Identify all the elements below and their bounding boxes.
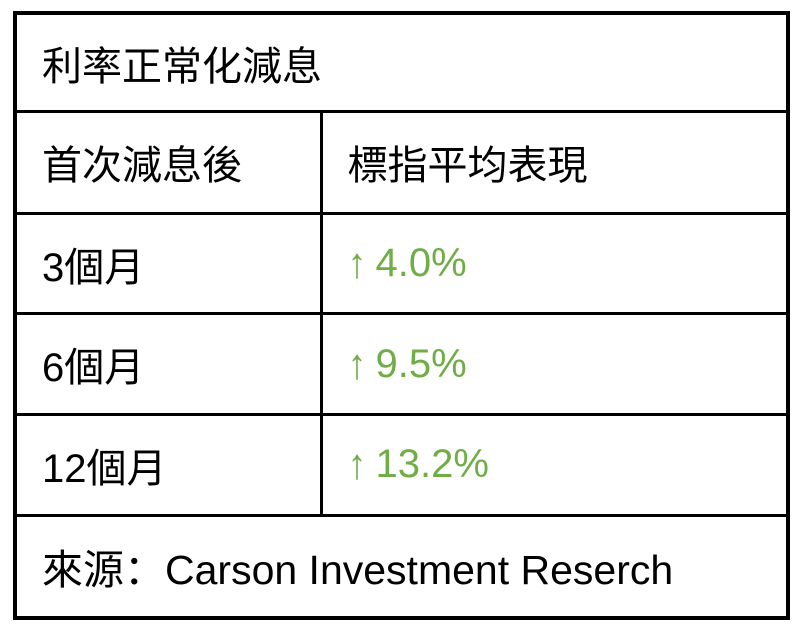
table-header-row: 首次減息後 標指平均表現 bbox=[13, 110, 790, 215]
period-cell: 12個月 bbox=[13, 413, 323, 517]
period-cell: 3個月 bbox=[13, 211, 323, 316]
value-cell: ↑ 4.0% bbox=[319, 211, 790, 316]
value-cell: ↑ 13.2% bbox=[319, 413, 790, 517]
rate-cut-table: 利率正常化減息 首次減息後 標指平均表現 3個月 ↑ 4.0% 6個月 ↑ 9.5%… bbox=[13, 11, 790, 620]
up-arrow-icon: ↑ bbox=[347, 240, 367, 288]
table-row-6-months: 6個月 ↑ 9.5% bbox=[13, 312, 790, 417]
value-cell: ↑ 9.5% bbox=[319, 312, 790, 417]
table-row-3-months: 3個月 ↑ 4.0% bbox=[13, 211, 790, 316]
period-cell: 6個月 bbox=[13, 312, 323, 417]
value-text: 9.5% bbox=[375, 341, 467, 386]
table-title: 利率正常化減息 bbox=[13, 11, 790, 114]
source-text: 來源：Carson Investment Reserch bbox=[13, 513, 790, 620]
value-text: 4.0% bbox=[375, 241, 467, 286]
up-arrow-icon: ↑ bbox=[347, 441, 367, 489]
column-header-performance: 標指平均表現 bbox=[319, 110, 790, 215]
up-arrow-icon: ↑ bbox=[347, 341, 367, 389]
column-header-period: 首次減息後 bbox=[13, 110, 323, 215]
table-source-row: 來源：Carson Investment Reserch bbox=[13, 513, 790, 620]
table-row-12-months: 12個月 ↑ 13.2% bbox=[13, 413, 790, 517]
value-text: 13.2% bbox=[375, 442, 489, 487]
table-title-row: 利率正常化減息 bbox=[13, 11, 790, 114]
